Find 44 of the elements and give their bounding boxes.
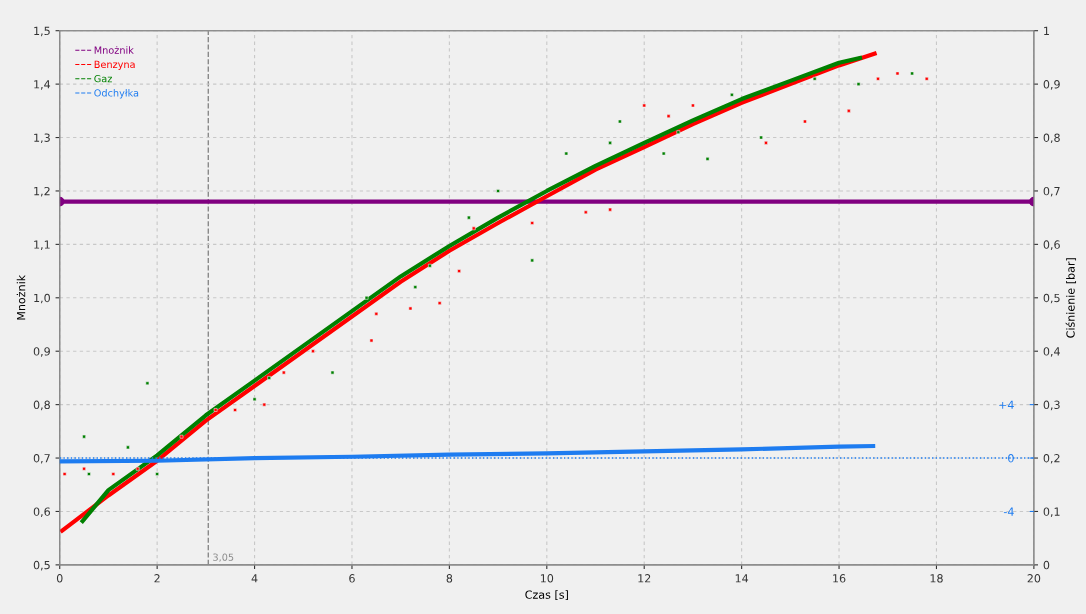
y2-tick-label: 1	[1044, 26, 1049, 35]
x-axis-title: Czas [s]	[525, 590, 568, 601]
y-tick-label: 0,6	[33, 507, 50, 517]
y2-tick-label: 0,2	[1043, 454, 1060, 464]
legend-label: Odchyłka	[94, 89, 139, 99]
y-tick-label: 1,0	[34, 293, 50, 304]
y-tick-label: 1,3	[34, 133, 50, 144]
x-tick-label: 8	[446, 574, 453, 583]
ref-line-label: 3,05	[213, 553, 234, 562]
x-tick-label: 14	[735, 574, 749, 583]
y3-tick-label: -4	[1003, 507, 1014, 516]
x-tick-label: 2	[154, 574, 160, 583]
y-tick-label: 0,8	[33, 400, 50, 411]
y2-tick-label: 0	[1043, 560, 1050, 570]
y2-tick-label: 0,7	[1043, 186, 1060, 197]
y2-axis-title: Ciśnienie [bar]	[1065, 258, 1077, 338]
y2-tick-label: 0,9	[1043, 80, 1060, 90]
x-tick-label: 20	[1027, 574, 1041, 583]
x-tick-label: 16	[833, 574, 846, 583]
y2-tick-label: 0,1	[1043, 507, 1060, 517]
legend-label: Gaz	[94, 74, 112, 83]
y2-tick-label: 0,4	[1043, 347, 1060, 357]
x-tick-label: 18	[930, 574, 943, 583]
y-tick-label: 1,4	[34, 80, 51, 90]
x-tick-label: 12	[638, 574, 651, 583]
y-tick-label: 0,5	[33, 560, 50, 571]
y-axis-title: Mnożnik	[16, 274, 26, 320]
x-tick-label: 4	[251, 574, 258, 583]
y-tick-label: 1,5	[34, 26, 50, 37]
y-tick-label: 0,9	[33, 347, 50, 357]
y3-tick-label: +4	[999, 400, 1014, 409]
y3-tick-label: 0	[1008, 454, 1014, 463]
x-tick-label: 10	[540, 574, 554, 583]
y2-tick-label: 0,3	[1043, 400, 1060, 411]
y-tick-label: 0,7	[33, 454, 50, 464]
y2-tick-label: 0,8	[1043, 133, 1060, 144]
y2-tick-label: 0,6	[1043, 240, 1060, 250]
x-tick-label: 6	[349, 574, 355, 583]
legend-label: Mnożnik	[94, 46, 134, 54]
y-tick-label: 1,1	[34, 240, 50, 250]
x-tick-label: 0	[56, 574, 63, 583]
y-tick-label: 1,2	[34, 186, 50, 197]
legend-label: Benzyna	[94, 60, 135, 70]
y2-tick-label: 0,5	[1043, 293, 1060, 304]
